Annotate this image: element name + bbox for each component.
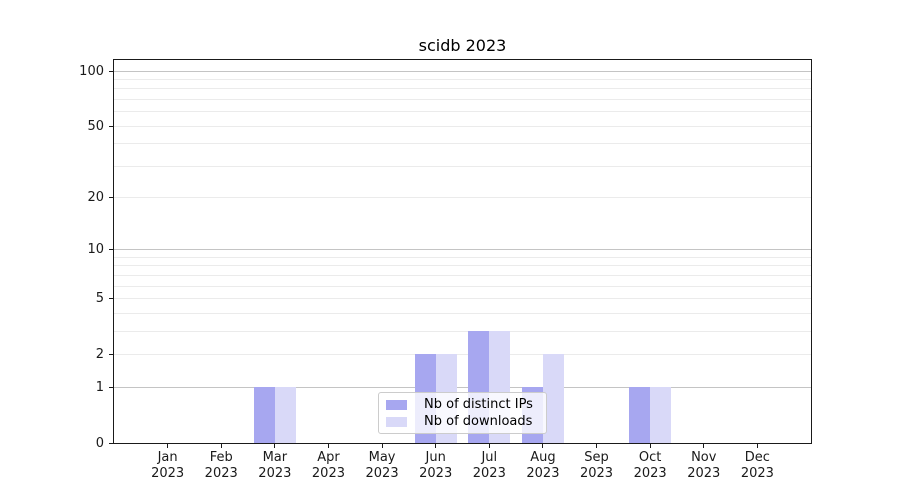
gridline [114, 298, 811, 300]
legend-item: Nb of downloads [386, 414, 539, 429]
x-tick-label: Mar 2023 [245, 450, 305, 482]
x-tick-label: Oct 2023 [620, 450, 680, 482]
x-tick-mark [649, 443, 651, 448]
x-tick-label-year: 2023 [472, 466, 506, 481]
x-tick-label: Jul 2023 [459, 450, 519, 482]
y-tick-label: 2 [95, 346, 104, 362]
y-tick-mark [109, 442, 114, 444]
gridline [114, 249, 811, 251]
y-tick-label: 50 [87, 118, 104, 134]
x-tick-label-month: Mar [262, 450, 288, 465]
x-tick-label-month: Apr [317, 450, 340, 465]
gridline [114, 165, 811, 167]
y-tick-mark [109, 298, 114, 300]
x-tick-label: Nov 2023 [674, 450, 734, 482]
bar-mar-downloads [274, 387, 296, 443]
x-tick-mark [220, 443, 222, 448]
gridline [114, 256, 811, 258]
plot-area [113, 59, 812, 444]
gridline [114, 111, 811, 113]
y-tick-label: 0 [95, 435, 104, 451]
y-tick-label: 1 [95, 379, 104, 395]
x-tick-label: May 2023 [352, 450, 412, 482]
x-tick-mark [327, 443, 329, 448]
x-tick-label-month: Jan [157, 450, 178, 465]
gridline [114, 99, 811, 101]
x-tick-label-year: 2023 [365, 466, 399, 481]
legend-label: Nb of downloads [424, 414, 533, 429]
x-tick-label-year: 2023 [258, 466, 292, 481]
x-tick-mark [596, 443, 598, 448]
chart-title: scidb 2023 [418, 36, 507, 55]
x-tick-label-month: Nov [691, 450, 717, 465]
x-tick-label-year: 2023 [419, 466, 453, 481]
y-tick-mark [109, 70, 114, 72]
x-tick-mark [381, 443, 383, 448]
x-tick-label: Feb 2023 [191, 450, 251, 482]
x-tick-label-year: 2023 [740, 466, 774, 481]
x-tick-label: Jan 2023 [138, 450, 198, 482]
x-tick-mark [274, 443, 276, 448]
gridline [114, 70, 811, 72]
x-tick-mark [756, 443, 758, 448]
x-tick-mark [542, 443, 544, 448]
x-tick-label-year: 2023 [204, 466, 238, 481]
y-tick-label: 10 [87, 242, 104, 258]
legend-item: Nb of distinct IPs [386, 397, 539, 412]
x-tick-mark [703, 443, 705, 448]
x-tick-mark [435, 443, 437, 448]
gridline [114, 285, 811, 287]
x-tick-label-year: 2023 [687, 466, 721, 481]
x-tick-label-year: 2023 [311, 466, 345, 481]
gridline [114, 265, 811, 267]
gridline [114, 353, 811, 355]
x-tick-label: Dec 2023 [727, 450, 787, 482]
gridline [114, 88, 811, 90]
x-tick-label-month: Jul [481, 450, 498, 465]
bar-oct-downloads [650, 387, 672, 443]
x-tick-label-year: 2023 [151, 466, 185, 481]
x-tick-label-month: Jun [425, 450, 446, 465]
x-tick-label-year: 2023 [633, 466, 667, 481]
legend-swatch-downloads [386, 416, 407, 427]
y-tick-mark [109, 197, 114, 199]
gridline [114, 330, 811, 332]
gridline [114, 312, 811, 314]
x-tick-label-month: Aug [530, 450, 556, 465]
y-tick-mark [109, 353, 114, 355]
x-tick-label: Jun 2023 [406, 450, 466, 482]
y-tick-mark [109, 386, 114, 388]
x-tick-label-month: Feb [209, 450, 233, 465]
x-tick-label: Apr 2023 [298, 450, 358, 482]
bar-oct-distinct-ips [629, 387, 651, 443]
y-tick-mark [109, 125, 114, 127]
x-tick-label-month: May [368, 450, 396, 465]
legend-swatch-distinct-ips [386, 399, 407, 410]
bar-mar-distinct-ips [253, 387, 275, 443]
legend-label: Nb of distinct IPs [424, 397, 533, 412]
gridline [114, 274, 811, 276]
x-tick-label: Aug 2023 [513, 450, 573, 482]
y-tick-label: 20 [87, 190, 104, 206]
x-tick-mark [167, 443, 169, 448]
bar-aug-downloads [542, 354, 564, 443]
gridline [114, 197, 811, 199]
x-tick-label: Sep 2023 [567, 450, 627, 482]
gridline [114, 125, 811, 127]
x-tick-label-year: 2023 [526, 466, 560, 481]
y-tick-label: 100 [79, 63, 104, 79]
x-tick-label-month: Sep [584, 450, 609, 465]
x-tick-label-month: Dec [744, 450, 770, 465]
gridline [114, 79, 811, 81]
y-tick-label: 5 [95, 291, 104, 307]
gridline [114, 386, 811, 388]
x-tick-label-month: Oct [638, 450, 662, 465]
legend: Nb of distinct IPs Nb of downloads [378, 392, 547, 434]
x-tick-mark [488, 443, 490, 448]
gridline [114, 143, 811, 145]
x-tick-label-year: 2023 [579, 466, 614, 481]
y-tick-mark [109, 249, 114, 251]
